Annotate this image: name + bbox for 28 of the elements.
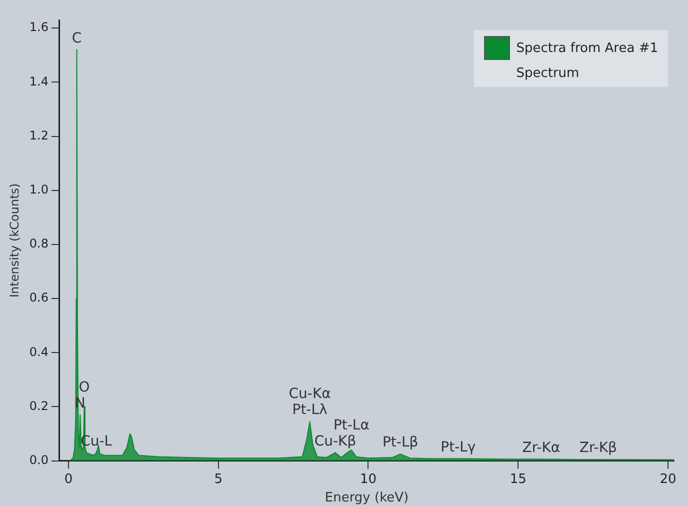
annotation: Pt-Lα <box>333 417 370 434</box>
y-tick-label: 0.4 <box>29 344 48 359</box>
x-tick-label: 10 <box>360 472 377 487</box>
annotation: Cu-Kα <box>288 386 331 402</box>
annotation: Pt-Lβ <box>382 434 418 451</box>
x-tick-label: 5 <box>214 472 222 487</box>
x-tick-label: 20 <box>660 472 676 487</box>
annotation: Pt-Lλ <box>292 402 328 418</box>
annotation: O <box>78 379 90 396</box>
y-tick-label: 1.2 <box>29 128 48 142</box>
y-tick-label: 1.0 <box>29 182 48 196</box>
legend-title: Spectrum <box>515 66 580 81</box>
x-axis-title: Energy (keV) <box>324 490 409 506</box>
annotation: C <box>72 30 82 46</box>
y-tick-label: 1.6 <box>29 20 48 34</box>
y-tick-label: 0.2 <box>29 398 48 413</box>
annotation: Zr-Kα <box>522 440 560 456</box>
legend-label: Spectra from Area #1 <box>516 40 658 56</box>
y-tick-label: 0.6 <box>29 290 48 305</box>
y-tick-label: 1.4 <box>29 74 48 88</box>
y-tick-label: 0.8 <box>29 236 48 251</box>
annotation: Zr-Kβ <box>579 440 617 456</box>
annotation: Pt-Lγ <box>440 439 476 456</box>
x-tick-label: 0 <box>64 472 73 487</box>
x-tick-label: 15 <box>510 472 526 487</box>
y-tick-label: 0.0 <box>29 452 48 467</box>
y-axis-title: Intensity (kCounts) <box>7 183 22 298</box>
annotation: Cu-Kβ <box>314 433 356 450</box>
